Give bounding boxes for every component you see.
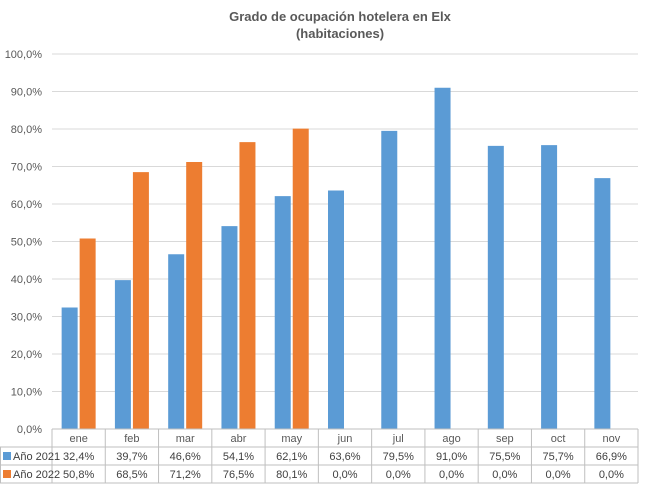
- data-label: 66,9%: [596, 451, 627, 463]
- bar: [79, 238, 96, 429]
- legend-label: Año 2021: [13, 451, 60, 463]
- data-label: 39,7%: [116, 451, 147, 463]
- data-label: 32,4%: [63, 451, 94, 463]
- bar: [381, 130, 398, 429]
- y-tick-label: 20,0%: [11, 349, 42, 361]
- x-tick-label: feb: [124, 433, 139, 445]
- bar: [541, 145, 558, 429]
- y-axis-ticks: 0,0% 10,0% 20,0% 30,0% 40,0% 50,0% 60,0% 70,0% 8…: [5, 49, 43, 436]
- y-tick-label: 50,0%: [11, 237, 42, 249]
- bar: [328, 190, 344, 429]
- y-tick-label: 30,0%: [11, 312, 42, 324]
- bar: [292, 128, 309, 429]
- chart-title: Grado de ocupación hotelera en Elx: [229, 9, 452, 24]
- y-tick-label: 0,0%: [17, 424, 42, 436]
- bar: [239, 142, 256, 429]
- x-tick-label: may: [281, 433, 302, 445]
- x-tick-label: sep: [496, 433, 514, 445]
- data-label: 75,5%: [489, 451, 520, 463]
- data-label: 80,1%: [276, 469, 307, 481]
- legend-swatch: [3, 470, 11, 478]
- bar: [221, 226, 238, 429]
- chart-subtitle: (habitaciones): [296, 26, 384, 41]
- y-tick-label: 100,0%: [5, 49, 43, 61]
- data-label: 50,8%: [63, 469, 94, 481]
- bar: [594, 178, 611, 429]
- bar: [274, 196, 291, 429]
- x-tick-label: jun: [337, 433, 353, 445]
- bar: [132, 172, 149, 429]
- y-tick-label: 80,0%: [11, 124, 42, 136]
- data-label: 76,5%: [223, 469, 254, 481]
- bars: [61, 87, 611, 429]
- bar: [168, 254, 185, 429]
- x-tick-label: abr: [231, 433, 247, 445]
- data-label: 46,6%: [170, 451, 201, 463]
- x-tick-label: nov: [602, 433, 620, 445]
- data-label: 0,0%: [386, 469, 411, 481]
- x-tick-label: ene: [69, 433, 87, 445]
- data-table: ene feb mar abr may jun jul ago sep oct nov Año 202…: [0, 428, 639, 484]
- gridlines: [52, 53, 638, 392]
- data-label: 75,7%: [542, 451, 573, 463]
- x-tick-label: mar: [176, 433, 195, 445]
- data-label: 0,0%: [492, 469, 517, 481]
- data-label: 0,0%: [599, 469, 624, 481]
- legend-label: Año 2022: [13, 469, 60, 481]
- data-label: 71,2%: [170, 469, 201, 481]
- data-label: 91,0%: [436, 451, 467, 463]
- x-tick-label: jul: [392, 433, 404, 445]
- bar: [487, 145, 504, 429]
- y-tick-label: 90,0%: [11, 87, 42, 99]
- legend-swatch: [3, 452, 11, 460]
- data-label: 79,5%: [383, 451, 414, 463]
- y-tick-label: 70,0%: [11, 162, 42, 174]
- bar: [186, 162, 203, 429]
- y-tick-label: 60,0%: [11, 199, 42, 211]
- data-label: 62,1%: [276, 451, 307, 463]
- x-tick-label: ago: [442, 433, 460, 445]
- data-label: 63,6%: [329, 451, 360, 463]
- x-tick-label: oct: [551, 433, 566, 445]
- data-label: 68,5%: [116, 469, 147, 481]
- data-label: 0,0%: [439, 469, 464, 481]
- data-label: 54,1%: [223, 451, 254, 463]
- bar: [61, 307, 78, 429]
- y-tick-label: 10,0%: [11, 387, 42, 399]
- y-tick-label: 40,0%: [11, 274, 42, 286]
- data-label: 0,0%: [332, 469, 357, 481]
- bar: [434, 87, 451, 429]
- bar: [114, 280, 131, 429]
- data-label: 0,0%: [546, 469, 571, 481]
